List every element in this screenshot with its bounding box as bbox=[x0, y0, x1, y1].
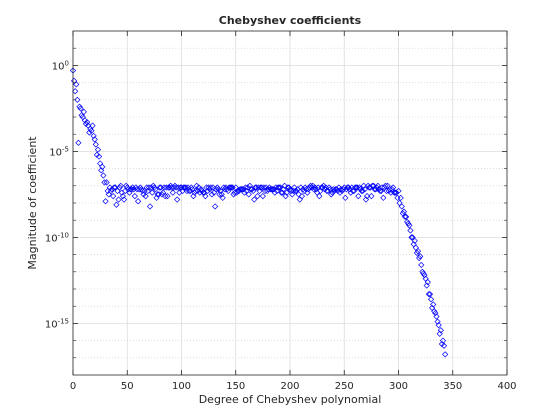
x-axis-label: Degree of Chebyshev polynomial bbox=[199, 393, 382, 406]
y-axis-label: Magnitude of coefficient bbox=[26, 136, 39, 270]
x-tick-label: 250 bbox=[335, 381, 354, 392]
x-tick-label: 350 bbox=[443, 381, 462, 392]
x-tick-label: 150 bbox=[226, 381, 245, 392]
x-tick-label: 0 bbox=[70, 381, 76, 392]
x-tick-label: 50 bbox=[121, 381, 134, 392]
chart-title: Chebyshev coefficients bbox=[219, 14, 362, 27]
x-tick-label: 400 bbox=[497, 381, 516, 392]
x-tick-label: 200 bbox=[280, 381, 299, 392]
x-tick-label: 100 bbox=[172, 381, 191, 392]
x-tick-label: 300 bbox=[389, 381, 408, 392]
